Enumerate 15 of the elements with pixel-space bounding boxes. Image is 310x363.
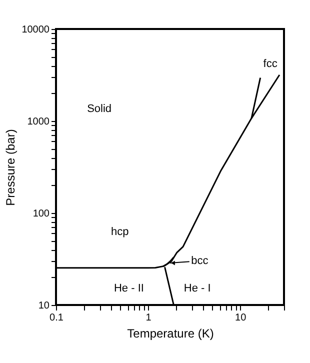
x-axis-title: Temperature (K): [127, 326, 214, 340]
y-tick-label: 100: [32, 208, 50, 220]
annotation: hcp: [110, 226, 129, 238]
annotation: fcc: [263, 58, 278, 70]
y-axis-title: Pressure (bar): [4, 129, 18, 206]
annotation: He - I: [184, 282, 211, 294]
y-tick-label: 10: [38, 300, 50, 312]
x-tick-label: 0.1: [50, 312, 64, 324]
annotation: He - II: [114, 282, 144, 294]
annotation: Solid: [87, 103, 112, 116]
y-tick-label: 10000: [22, 24, 50, 36]
x-tick-label: 1: [146, 312, 152, 324]
y-tick-label: 1000: [27, 116, 50, 128]
annotation: bcc: [191, 254, 209, 267]
x-tick-label: 10: [235, 312, 247, 324]
